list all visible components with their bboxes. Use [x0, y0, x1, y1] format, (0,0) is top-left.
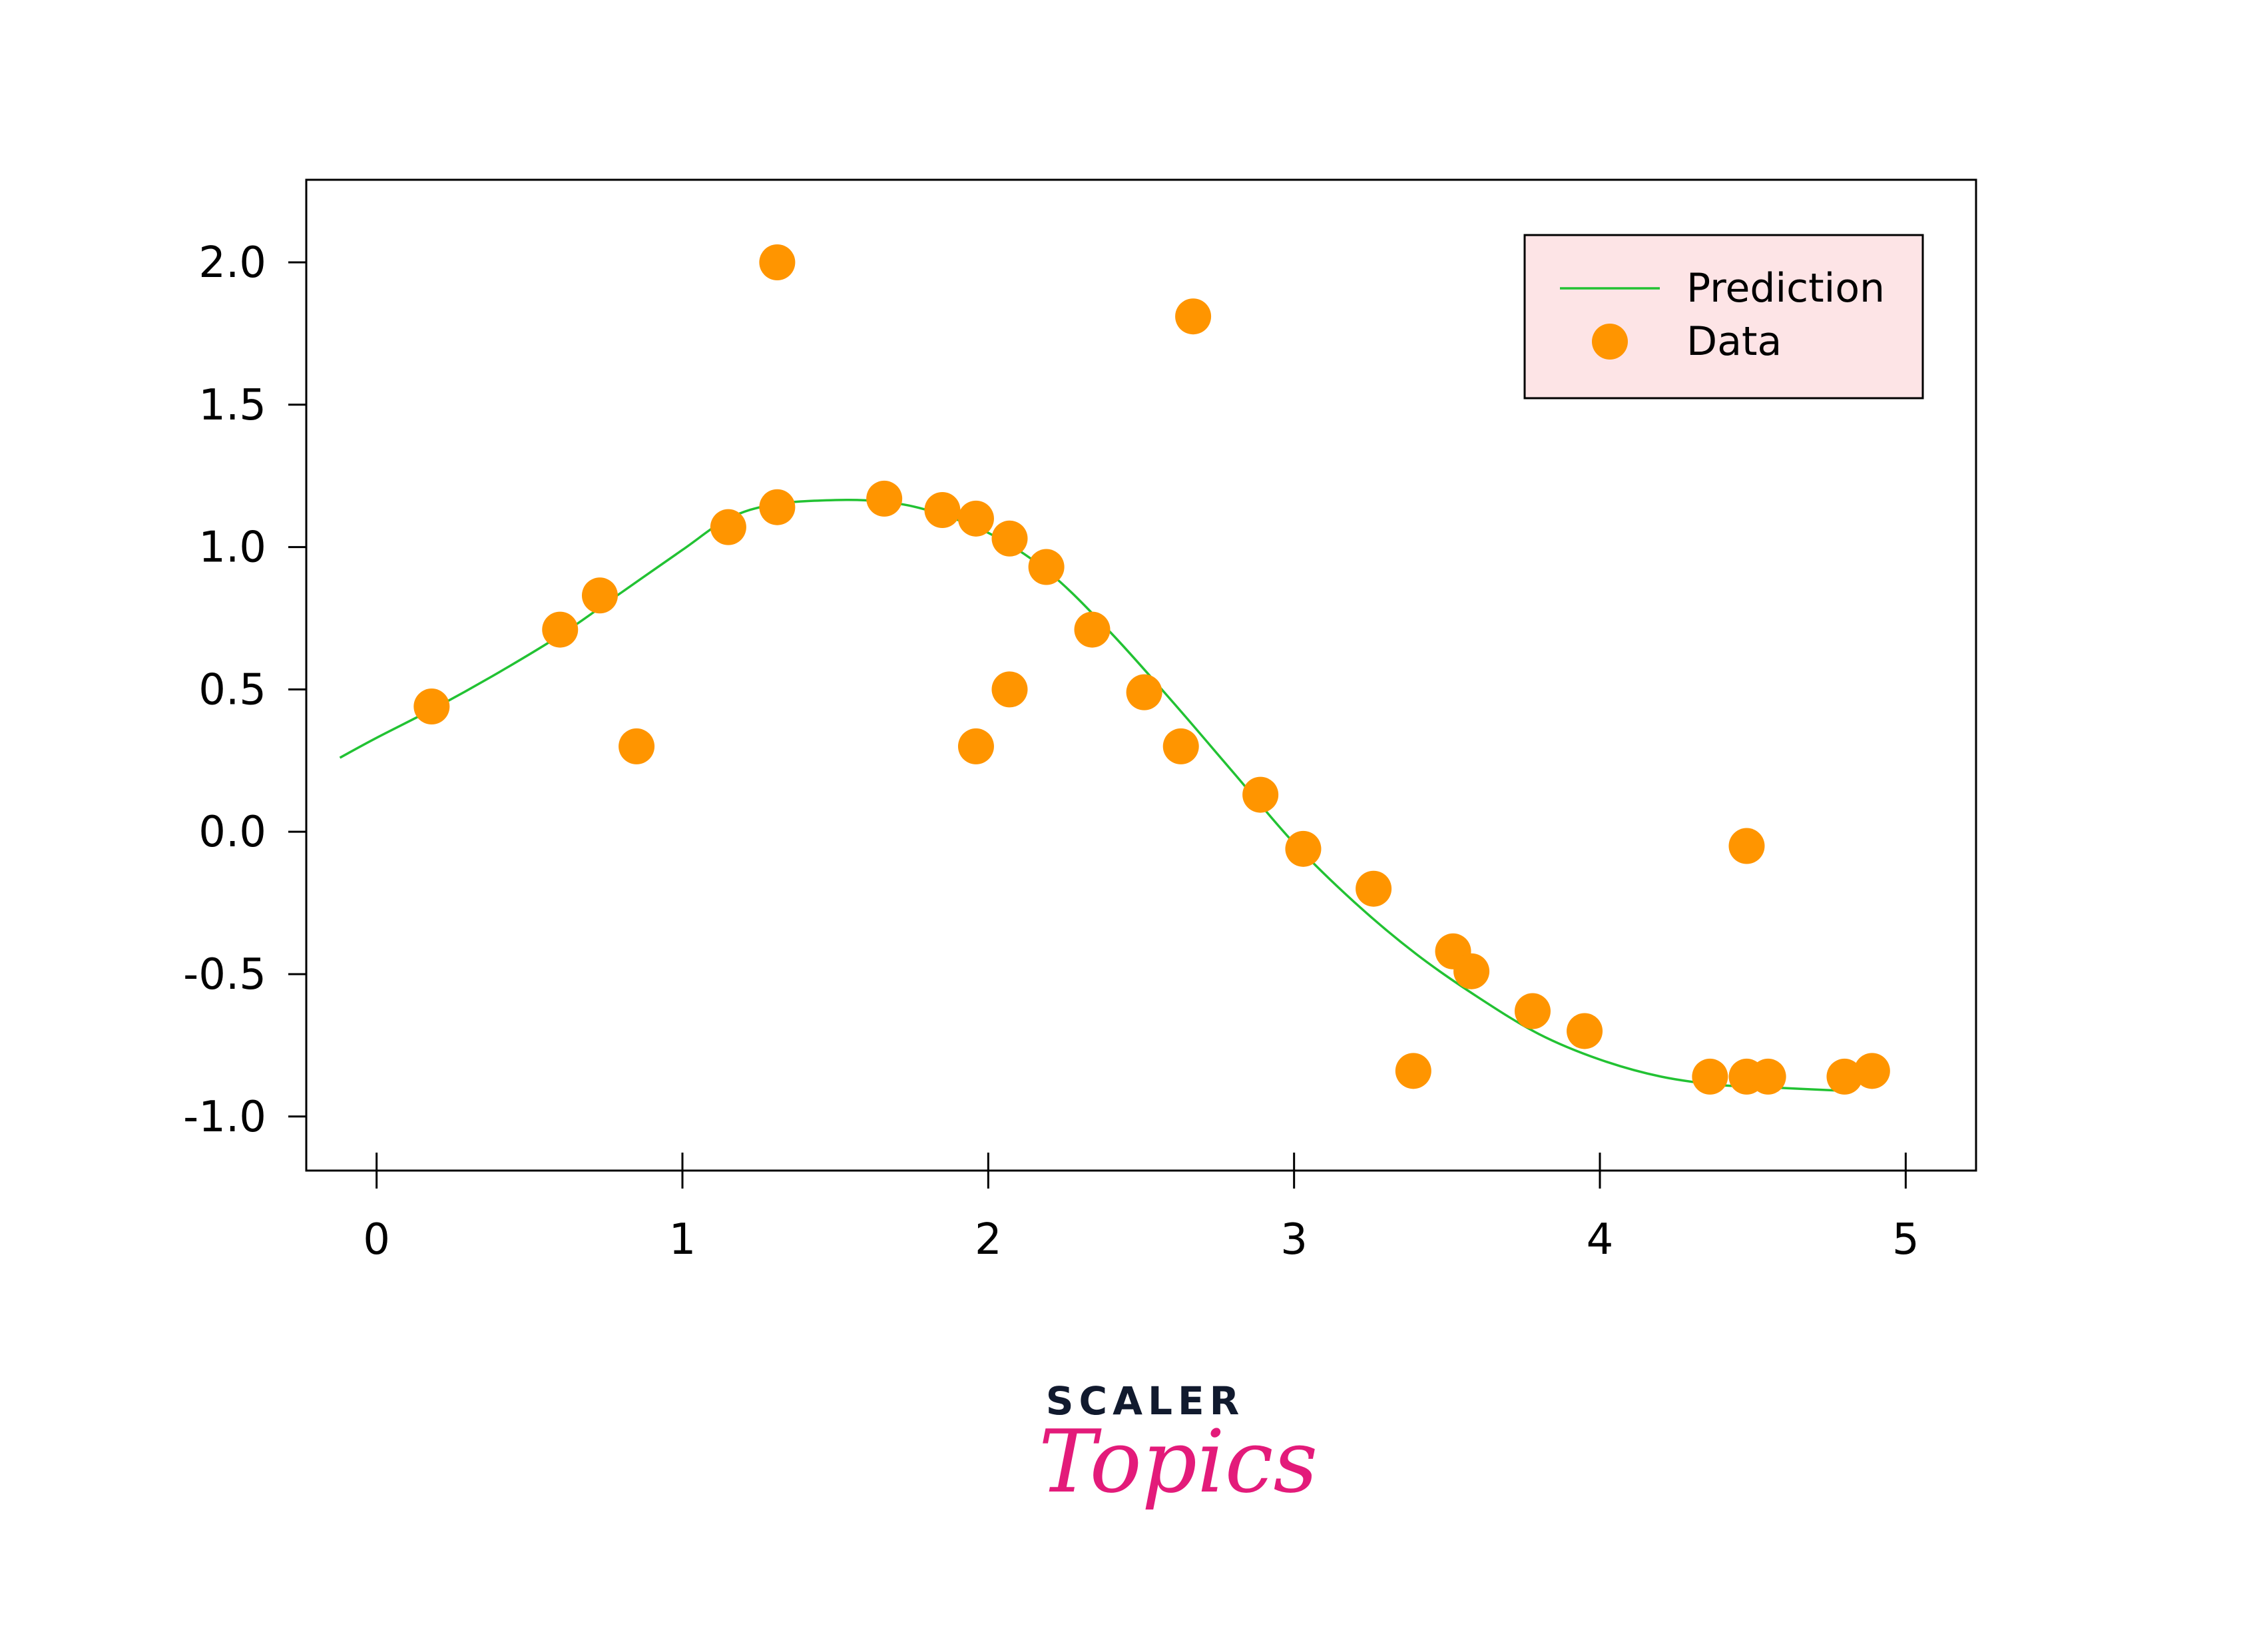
x-tick-label: 2 — [975, 1215, 1002, 1264]
data-point — [413, 688, 450, 725]
y-axis-ticks: -1.0 -0.5 0.0 0.5 1.0 1.5 2.0 — [183, 238, 306, 1142]
logo-word-scaler: SCALER — [1045, 1378, 1245, 1424]
data-point — [957, 500, 994, 537]
y-tick-label: 0.0 — [198, 808, 266, 857]
x-tick-label: 3 — [1280, 1215, 1308, 1264]
data-point — [1854, 1053, 1890, 1089]
scaler-topics-logo: SCALER Topics — [1039, 1378, 1318, 1558]
data-point — [991, 520, 1028, 557]
x-tick-label: 1 — [669, 1215, 696, 1264]
data-point — [759, 489, 796, 525]
x-tick-label: 5 — [1892, 1215, 1919, 1264]
data-point — [1126, 674, 1162, 710]
data-point — [1175, 298, 1212, 335]
prediction-line — [339, 498, 1845, 1093]
data-point — [1514, 993, 1551, 1029]
y-tick-label: 2.0 — [198, 238, 266, 288]
data-point — [1453, 953, 1490, 989]
data-point — [1728, 828, 1765, 864]
y-tick-label: 0.5 — [198, 665, 266, 714]
data-point — [1285, 830, 1322, 867]
y-tick-label: 1.0 — [198, 523, 266, 573]
data-point — [991, 671, 1028, 708]
data-point — [1162, 728, 1199, 764]
legend-label-data: Data — [1686, 318, 1782, 365]
x-axis-ticks: 0 1 2 3 4 5 — [363, 1153, 1919, 1264]
data-point — [1242, 776, 1279, 813]
data-points — [413, 244, 1890, 1095]
data-point — [1567, 1013, 1603, 1049]
legend-label-prediction: Prediction — [1686, 265, 1885, 312]
data-point — [924, 492, 961, 528]
y-tick-label: -1.0 — [183, 1093, 266, 1142]
x-tick-label: 4 — [1587, 1215, 1614, 1264]
data-point — [1750, 1058, 1786, 1095]
data-point — [1074, 611, 1111, 648]
x-tick-label: 0 — [363, 1215, 390, 1264]
data-point — [957, 728, 994, 764]
plot-frame — [305, 178, 1977, 1172]
logo-word-topics: Topics — [1039, 1411, 1318, 1512]
y-tick-label: -0.5 — [183, 950, 266, 999]
data-point — [542, 611, 579, 648]
data-point — [1395, 1053, 1431, 1089]
data-point — [1356, 870, 1392, 907]
data-point — [1692, 1058, 1728, 1095]
data-point — [1028, 549, 1065, 585]
data-point — [581, 577, 618, 614]
data-point — [866, 480, 903, 517]
data-point — [710, 509, 746, 545]
data-point — [619, 728, 655, 764]
y-tick-label: 1.5 — [198, 381, 266, 430]
legend-box — [1523, 234, 1924, 400]
data-point — [1826, 1058, 1863, 1095]
data-point — [759, 244, 796, 280]
legend: Prediction Data — [1523, 234, 1924, 400]
legend-marker-data — [1592, 324, 1628, 360]
